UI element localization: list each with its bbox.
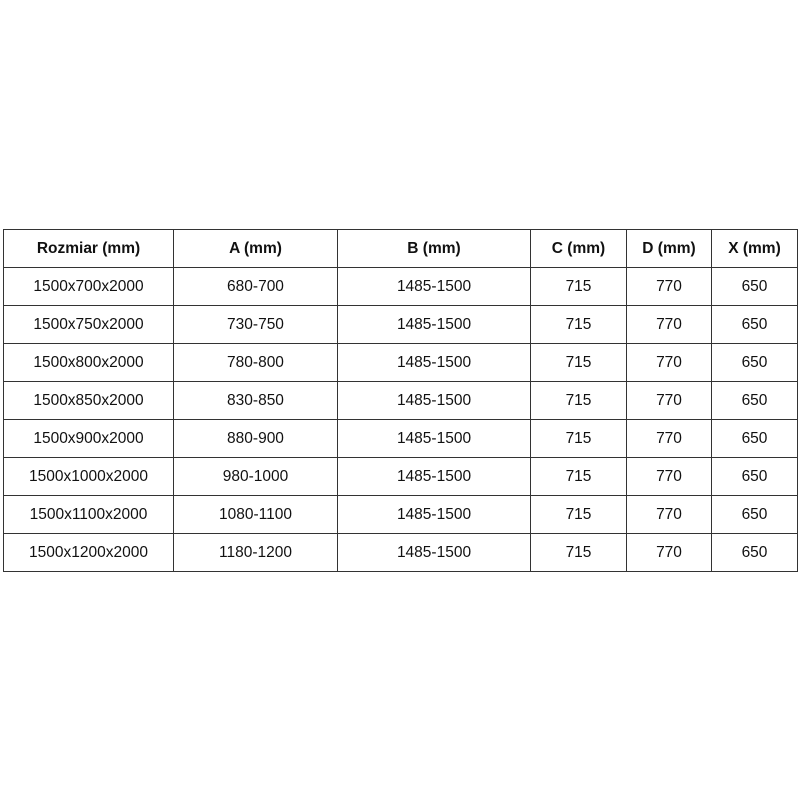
- table-cell: 1500x800x2000: [3, 343, 174, 382]
- column-header: D (mm): [626, 229, 712, 268]
- table-cell: 770: [626, 419, 712, 458]
- table-cell: 1500x1200x2000: [3, 533, 174, 572]
- table-cell: 1500x850x2000: [3, 381, 174, 420]
- column-header: C (mm): [530, 229, 627, 268]
- table-cell: 1080-1100: [173, 495, 338, 534]
- table-cell: 650: [711, 343, 798, 382]
- table-cell: 715: [530, 419, 627, 458]
- table-cell: 1485-1500: [337, 495, 531, 534]
- table-cell: 770: [626, 495, 712, 534]
- table-cell: 715: [530, 305, 627, 344]
- table-cell: 715: [530, 381, 627, 420]
- table-cell: 715: [530, 495, 627, 534]
- table-cell: 1485-1500: [337, 533, 531, 572]
- table-cell: 650: [711, 533, 798, 572]
- table-cell: 770: [626, 457, 712, 496]
- table-cell: 770: [626, 343, 712, 382]
- table-cell: 1485-1500: [337, 343, 531, 382]
- table-row: 1500x850x2000 830-850 1485-1500 715 770 650: [3, 381, 798, 420]
- table-cell: 650: [711, 457, 798, 496]
- table-row: 1500x1000x2000 980-1000 1485-1500 715 770 650: [3, 457, 798, 496]
- column-header: Rozmiar (mm): [3, 229, 174, 268]
- table-cell: 715: [530, 267, 627, 306]
- table-row: 1500x700x2000 680-700 1485-1500 715 770 650: [3, 267, 798, 306]
- header-row: Rozmiar (mm) A (mm) B (mm) C (mm) D (mm) X (m…: [3, 229, 798, 268]
- table-cell: 715: [530, 343, 627, 382]
- table-cell: 650: [711, 495, 798, 534]
- table-cell: 730-750: [173, 305, 338, 344]
- table-cell: 1500x1000x2000: [3, 457, 174, 496]
- table-cell: 650: [711, 381, 798, 420]
- table-cell: 650: [711, 305, 798, 344]
- table-cell: 715: [530, 533, 627, 572]
- table-row: 1500x1200x2000 1180-1200 1485-1500 715 770 65…: [3, 533, 798, 572]
- table-cell: 780-800: [173, 343, 338, 382]
- table-cell: 680-700: [173, 267, 338, 306]
- table-cell: 770: [626, 381, 712, 420]
- table-cell: 880-900: [173, 419, 338, 458]
- table-cell: 715: [530, 457, 627, 496]
- table-cell: 650: [711, 267, 798, 306]
- table-cell: 1485-1500: [337, 267, 531, 306]
- table-cell: 1485-1500: [337, 381, 531, 420]
- table-cell: 1500x900x2000: [3, 419, 174, 458]
- table-cell: 770: [626, 267, 712, 306]
- column-header: B (mm): [337, 229, 531, 268]
- column-header: X (mm): [711, 229, 798, 268]
- table-cell: 1485-1500: [337, 305, 531, 344]
- table-row: 1500x900x2000 880-900 1485-1500 715 770 650: [3, 419, 798, 458]
- table-row: 1500x1100x2000 1080-1100 1485-1500 715 770 65…: [3, 495, 798, 534]
- table-cell: 1180-1200: [173, 533, 338, 572]
- table-cell: 1500x1100x2000: [3, 495, 174, 534]
- table-cell: 1485-1500: [337, 419, 531, 458]
- table-row: 1500x750x2000 730-750 1485-1500 715 770 650: [3, 305, 798, 344]
- table-cell: 980-1000: [173, 457, 338, 496]
- table-cell: 1485-1500: [337, 457, 531, 496]
- table-cell: 1500x700x2000: [3, 267, 174, 306]
- table-cell: 1500x750x2000: [3, 305, 174, 344]
- table-cell: 770: [626, 305, 712, 344]
- table-cell: 650: [711, 419, 798, 458]
- table-cell: 770: [626, 533, 712, 572]
- column-header: A (mm): [173, 229, 338, 268]
- dimensions-table: Rozmiar (mm) A (mm) B (mm) C (mm) D (mm) X (m…: [3, 229, 798, 572]
- table-row: 1500x800x2000 780-800 1485-1500 715 770 650: [3, 343, 798, 382]
- table-cell: 830-850: [173, 381, 338, 420]
